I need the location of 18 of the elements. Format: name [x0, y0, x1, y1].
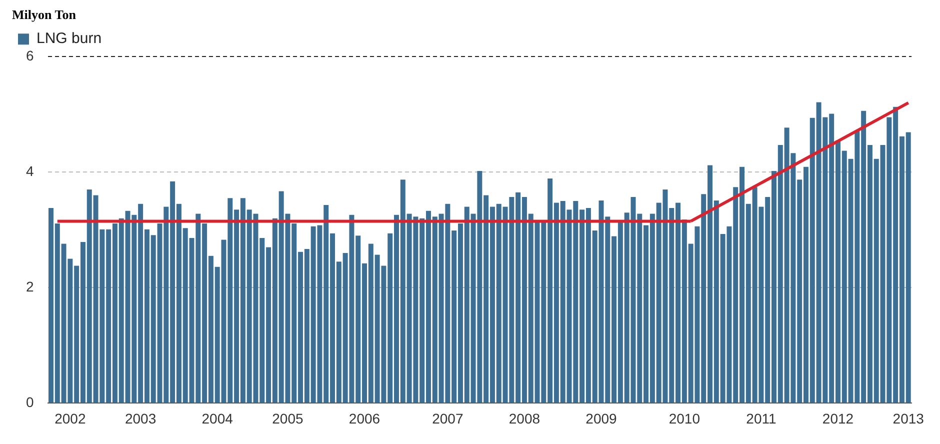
- y-tick-label: 2: [26, 278, 34, 295]
- y-tick-label: 4: [26, 162, 34, 179]
- x-tick-label: 2007: [432, 410, 464, 426]
- x-tick-label: 2010: [668, 410, 700, 426]
- x-tick-label: 2012: [822, 410, 854, 426]
- y-axis-title: Milyon Ton: [12, 7, 77, 22]
- x-tick-label: 2005: [272, 410, 304, 426]
- x-tick-label: 2002: [54, 410, 86, 426]
- x-tick-label: 2004: [202, 410, 234, 426]
- x-tick-label: 2011: [746, 410, 776, 426]
- x-tick-label: 2013: [892, 410, 924, 426]
- x-tick-label: 2003: [124, 410, 156, 426]
- y-tick-label: 6: [26, 47, 34, 64]
- x-tick-label: 2008: [508, 410, 540, 426]
- y-tick-label: 0: [26, 394, 34, 410]
- x-tick-label: 2006: [348, 410, 380, 426]
- x-tick-label: 2009: [586, 410, 618, 426]
- legend-label: LNG burn: [36, 30, 102, 48]
